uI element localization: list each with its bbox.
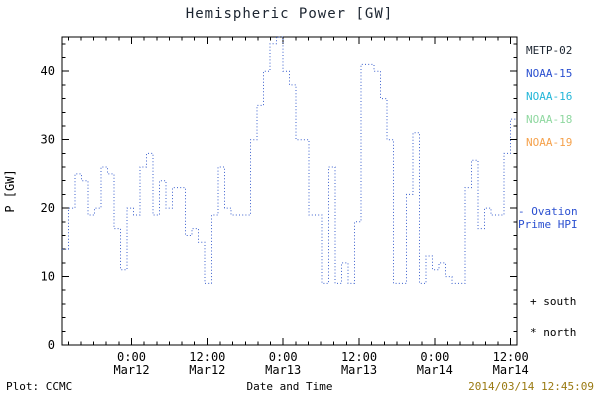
x-tick-label-date: Mar13 xyxy=(265,363,301,377)
legend-item-noaa-19: NOAA-19 xyxy=(526,136,573,149)
x-tick-label-date: Mar13 xyxy=(341,363,377,377)
y-tick-label: 0 xyxy=(48,338,55,352)
legend-ovation-line2: Prime HPI xyxy=(518,218,578,231)
legend-item-noaa-15: NOAA-15 xyxy=(526,67,573,80)
hpi-step-line xyxy=(62,36,517,284)
legend-north-marker: * north xyxy=(530,326,577,339)
legend-ovation-line1: - Ovation xyxy=(518,205,578,218)
page-title: Hemispheric Power [GW] xyxy=(185,6,394,22)
y-tick-label: 10 xyxy=(41,270,55,284)
legend-item-noaa-18: NOAA-18 xyxy=(526,113,573,126)
y-tick-label: 20 xyxy=(41,201,55,215)
legend-south-marker: + south xyxy=(530,295,577,308)
x-tick-label-date: Mar12 xyxy=(189,363,225,377)
x-tick-label-date: Mar12 xyxy=(113,363,149,377)
y-tick-label: 30 xyxy=(41,133,55,147)
x-tick-label-time: 12:00 xyxy=(493,350,529,364)
x-tick-label-time: 0:00 xyxy=(269,350,298,364)
plot-credit: Plot: CCMC xyxy=(6,380,73,393)
x-tick-label-time: 12:00 xyxy=(341,350,377,364)
plot-timestamp: 2014/03/14 12:45:09 xyxy=(468,380,594,393)
y-axis-title: P [GW] xyxy=(3,169,17,212)
legend-ovation-prime-hpi: - Ovation Prime HPI xyxy=(518,205,578,231)
x-tick-label-time: 12:00 xyxy=(189,350,225,364)
x-axis-title: Date and Time xyxy=(246,380,333,393)
x-tick-label-date: Mar14 xyxy=(417,363,453,377)
x-tick-label-date: Mar14 xyxy=(493,363,529,377)
x-tick-label-time: 0:00 xyxy=(420,350,449,364)
legend-item-metp-02: METP-02 xyxy=(526,44,573,57)
legend-item-noaa-16: NOAA-16 xyxy=(526,90,573,103)
x-tick-label-time: 0:00 xyxy=(117,350,146,364)
plot-frame xyxy=(61,36,518,346)
y-tick-label: 40 xyxy=(41,64,55,78)
